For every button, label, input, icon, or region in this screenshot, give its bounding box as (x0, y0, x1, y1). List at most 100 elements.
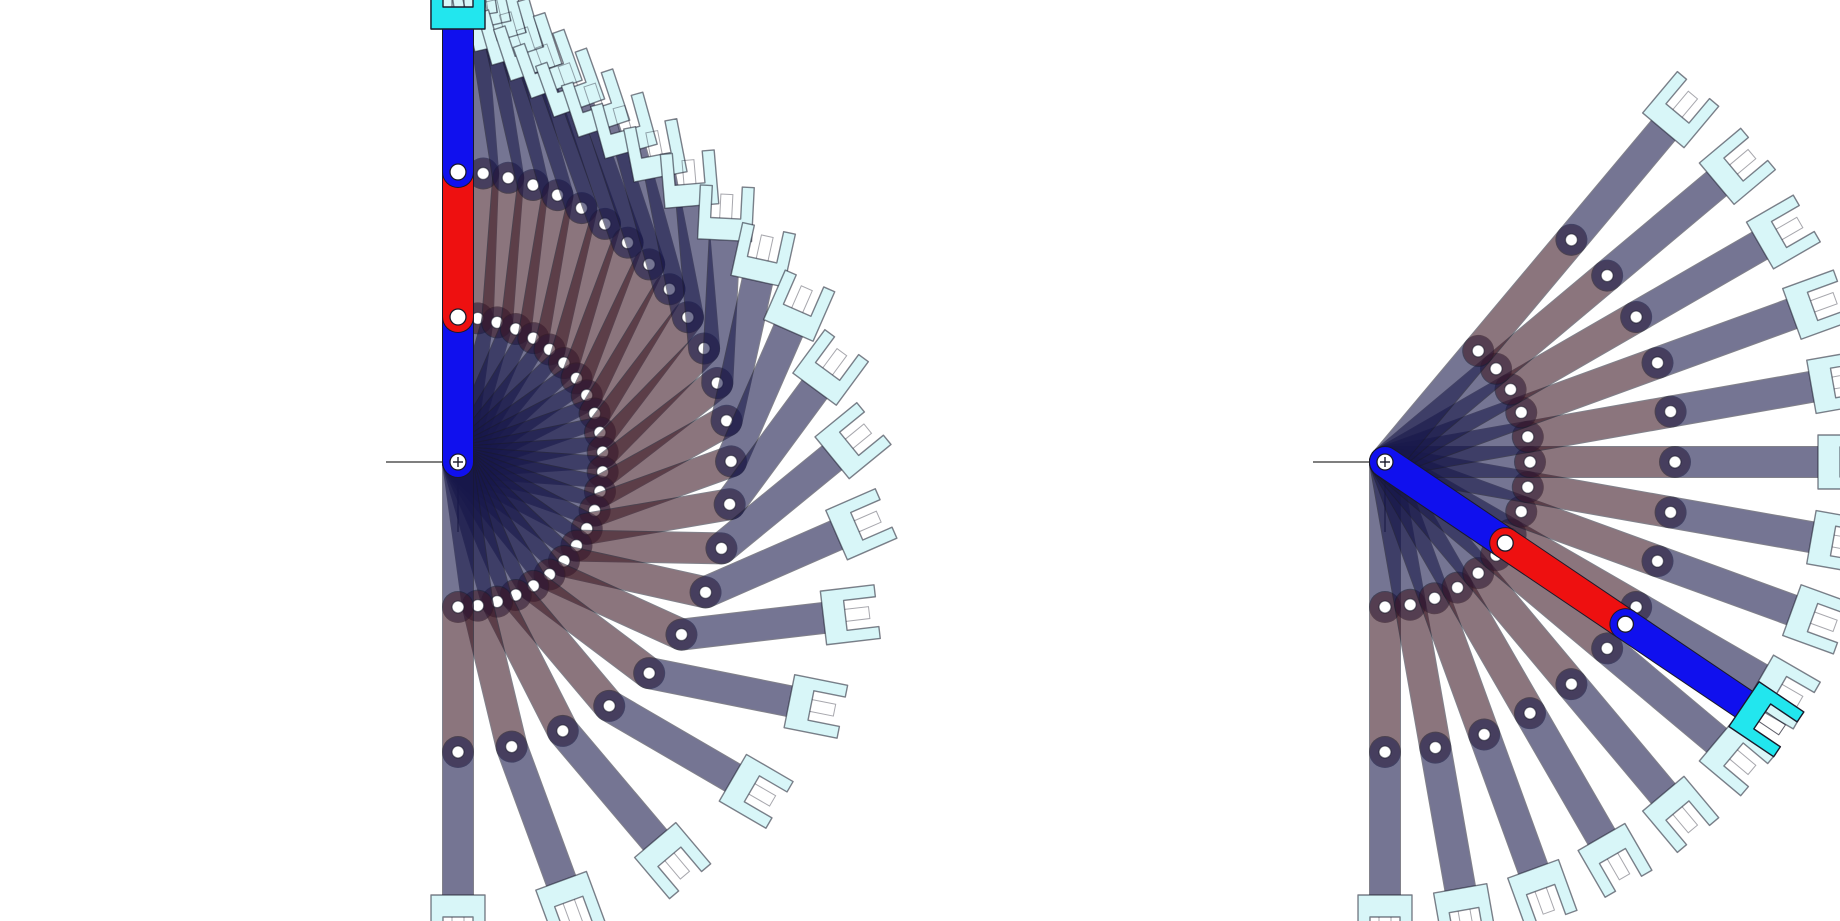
right-ghost-link-2-outline (1462, 223, 1588, 367)
left-ghost-link-3-outline (701, 222, 741, 400)
left-ghost-link-3-outline (633, 657, 808, 718)
left-ghost-link-2-outline (461, 157, 500, 335)
left-ghost-link-2 (500, 579, 625, 721)
right-ghost-link-3-outline (1641, 545, 1810, 627)
left-ghost-frame (442, 446, 849, 739)
right-ghost-link-3 (1469, 719, 1549, 886)
left-ghost-link-2-outline (560, 529, 738, 565)
left-ghost-gripper (825, 488, 898, 561)
right-ghost-joint-2 (1629, 310, 1643, 324)
left-ghost-link-2 (548, 545, 721, 608)
right-ghost-joint-1 (1503, 382, 1518, 397)
right-ghost-gripper (1806, 509, 1840, 574)
left-arm-gripper (430, 0, 486, 30)
left-ghost-joint-2 (674, 627, 689, 642)
right-ghost-link-3 (1642, 546, 1809, 626)
left-ghost-joint-2 (501, 171, 515, 185)
right-ghost-link-2-outline (1511, 471, 1687, 529)
right-arm-link-1 (1370, 447, 1521, 559)
right-arm-joint-1 (1496, 534, 1514, 552)
right-ghost-link-2 (1512, 396, 1686, 452)
left-arm-joint-1 (449, 308, 467, 326)
right-ghost-link-2 (1506, 347, 1673, 428)
left-ghost-link-2 (500, 170, 548, 345)
left-ghost-link-2 (548, 208, 620, 379)
right-ghost-link-2 (1395, 589, 1451, 763)
left-ghost-link-3-outline (675, 188, 721, 365)
right-ghost-joint-1 (1450, 580, 1465, 595)
right-ghost-link-2-outline (1394, 588, 1452, 764)
left-ghost-gripper (783, 673, 849, 739)
right-ghost-link-3-outline (1555, 668, 1681, 812)
left-ghost-link-3 (702, 223, 740, 399)
left-ghost-link-3-outline (689, 518, 855, 609)
left-ghost-link-2 (462, 590, 527, 762)
left-ghost-link-3 (690, 519, 854, 608)
left-ghost-gripper (430, 894, 486, 921)
left-ghost-link-3-outline (705, 440, 850, 565)
right-ghost-gripper (1357, 894, 1413, 921)
left-ghost-link-2-outline (533, 192, 598, 366)
right-ghost-link-3 (1655, 371, 1829, 427)
right-ghost-joint-1 (1514, 504, 1528, 519)
left-ghost-link-2-outline (586, 332, 721, 469)
right-ghost-link-1-outline (1369, 334, 1495, 478)
left-ghost-link-3-outline (546, 714, 673, 858)
right-ghost-joint-2 (1564, 233, 1579, 247)
right-ghost-link-2 (1512, 472, 1686, 528)
left-ghost-link-2 (482, 586, 578, 746)
left-ghost-link-2-outline (583, 301, 704, 449)
left-ghost-joint-2 (504, 739, 519, 754)
left-ghost-link-2 (518, 570, 665, 689)
left-ghost-link-2 (587, 368, 733, 487)
left-ghost-gripper (590, 91, 658, 160)
left-ghost-link-2-outline (517, 179, 574, 355)
left-ghost-link-2-outline (578, 445, 748, 527)
right-ghost-joint-2 (1523, 706, 1537, 720)
left-ghost-link-3 (594, 690, 750, 794)
right-ghost-link-3 (1642, 298, 1809, 378)
left-ghost-link-2-outline (547, 207, 621, 380)
left-ghost-joint-2 (714, 541, 729, 555)
right-ghost-link-2-outline (1505, 495, 1674, 578)
right-ghost-link-3 (1556, 669, 1680, 811)
right-arm-joint-2 (1616, 615, 1635, 633)
left-ghost-link-3 (634, 658, 807, 717)
left-ghost-link-2 (534, 559, 697, 650)
left-ghost-link-2-outline (570, 248, 666, 412)
right-ghost-link-3 (1621, 229, 1777, 332)
right-ghost-link-1 (1370, 335, 1494, 477)
left-current-arm (430, 0, 486, 478)
left-ghost-gripper (814, 401, 892, 480)
left-ghost-gripper (512, 28, 583, 100)
left-ghost-joint-2 (724, 454, 738, 469)
left-ghost-link-2 (561, 227, 643, 394)
left-ghost-link-2-outline (533, 558, 698, 651)
left-ghost-link-2-outline (499, 578, 626, 722)
right-ghost-link-3-outline (1514, 697, 1619, 855)
left-ghost-gripper (762, 269, 836, 342)
left-ghost-link-2-outline (583, 404, 743, 508)
right-ghost-link-2 (1442, 572, 1545, 729)
left-ghost-link-3-outline (715, 312, 806, 478)
right-arm-sweep-panel (1313, 70, 1840, 921)
right-ghost-link-3-outline (1419, 731, 1477, 907)
left-ghost-link-3-outline (710, 263, 774, 437)
right-ghost-joint-2 (1668, 455, 1682, 469)
right-ghost-joint-1 (1521, 480, 1535, 494)
right-ghost-gripper (1507, 858, 1578, 921)
left-ghost-joint-2 (476, 166, 490, 181)
right-ghost-link-3-outline (1555, 112, 1681, 256)
right-ghost-link-2-outline (1462, 557, 1588, 701)
right-ghost-gripper (1745, 194, 1821, 270)
left-ghost-joint-2 (556, 724, 570, 738)
left-ghost-joint-1 (451, 600, 465, 614)
right-ghost-link-2-outline (1480, 539, 1624, 665)
right-ghost-joint-2 (1600, 268, 1614, 283)
left-ghost-link-2 (518, 180, 573, 354)
left-ghost-link-3 (716, 313, 805, 477)
right-arm-link-3 (1610, 609, 1761, 721)
left-ghost-link-2 (462, 158, 499, 334)
right-ghost-link-3-outline (1620, 591, 1778, 696)
left-ghost-joint-2 (642, 666, 656, 680)
